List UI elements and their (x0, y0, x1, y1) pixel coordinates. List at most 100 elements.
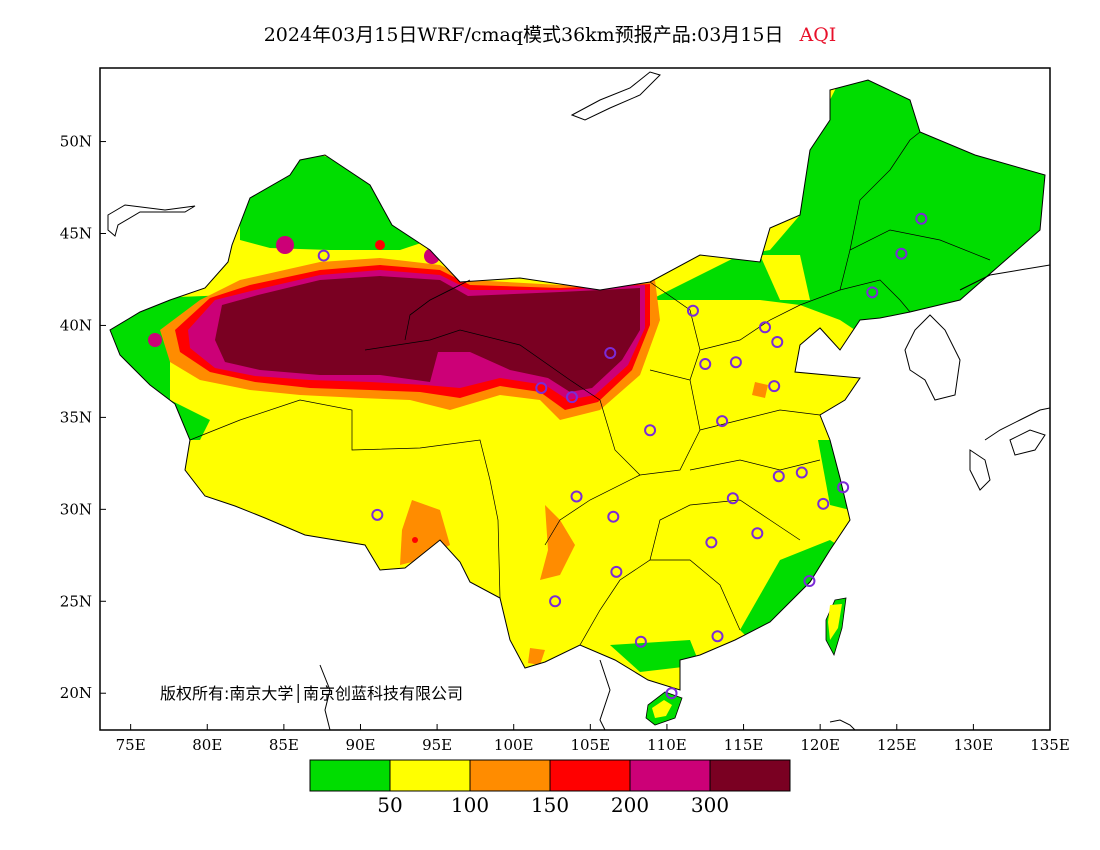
aqi-orange-shandong (752, 382, 768, 398)
aqi-hotspot-3 (375, 240, 385, 250)
station-marker-icon (535, 381, 548, 394)
colorbar-label-5: 300 (691, 793, 729, 817)
station-marker-icon (610, 565, 623, 578)
aqi-hotspot-1 (276, 236, 294, 254)
station-marker-icon (371, 508, 384, 521)
x-tick-label: 125E (877, 736, 917, 754)
x-tick-label: 80E (192, 736, 222, 754)
boundary-gansu-inner-mongolia (409, 284, 461, 316)
title-main-text: 2024年03月15日WRF/cmaq模式36km预报产品:03月15日 (263, 24, 784, 46)
x-tick-label: 105E (571, 736, 611, 754)
lake-balkhash (107, 204, 196, 237)
x-tick-label: 75E (116, 736, 146, 754)
colorbar-label-1: 50 (377, 793, 402, 817)
station-marker-icon (686, 304, 699, 317)
russia-coast (959, 264, 1050, 291)
station-marker-icon (705, 536, 718, 549)
aqi-hotspot-4 (148, 333, 162, 347)
colorbar-box-1 (309, 759, 391, 792)
aqi-orange-sichuan (540, 505, 575, 580)
boundary-xizang-qinghai (189, 399, 501, 599)
taiwan-yellow-area (828, 604, 842, 640)
aqi-green-south-coast (610, 640, 700, 672)
y-tick-label: 45N (60, 225, 92, 243)
hainan-yellow-area (652, 700, 672, 718)
philippines-north-coast (829, 719, 856, 730)
x-tick-label: 100E (494, 736, 534, 754)
x-tick-label: 110E (647, 736, 687, 754)
colorbar-label-4: 200 (611, 793, 649, 817)
colorbar-box-2 (389, 759, 471, 792)
colorbar-label-2: 100 (451, 793, 489, 817)
colorbar-label-3: 150 (531, 793, 569, 817)
station-marker-icon (915, 212, 928, 225)
station-marker-icon (570, 490, 583, 503)
station-marker-icon (759, 321, 771, 334)
station-marker-icon (607, 510, 620, 523)
station-marker-icon (837, 481, 850, 494)
station-marker-icon (817, 497, 830, 510)
copyright-text: 版权所有:南京大学│南京创蓝科技有限公司 (160, 684, 464, 703)
x-tick-label: 135E (1030, 736, 1070, 754)
x-tick-label: 115E (724, 736, 764, 754)
province-boundaries (189, 131, 991, 646)
station-marker-icon (772, 470, 785, 483)
station-marker-icon (716, 415, 729, 428)
station-markers (317, 212, 928, 700)
station-marker-icon (565, 391, 578, 404)
station-marker-icon (549, 595, 562, 608)
station-marker-icon (726, 492, 739, 505)
y-axis: 20N 25N 30N 35N 40N 45N 50N (60, 133, 106, 702)
japan-coast (984, 407, 1050, 441)
y-tick-label: 50N (60, 133, 92, 151)
neighbour-coastlines (107, 71, 1050, 730)
boundary-hunan-jiangxi (649, 499, 801, 561)
station-marker-icon (604, 347, 617, 360)
colorbar: 50 100 150 200 300 (309, 759, 791, 817)
station-marker-icon (803, 575, 816, 588)
boundary-sichuan-chongqing (544, 474, 641, 546)
station-marker-icon (644, 424, 657, 437)
station-marker-icon (317, 249, 330, 262)
x-tick-label: 120E (800, 736, 840, 754)
korean-peninsula (904, 314, 961, 401)
title-variable-text: AQI (799, 24, 837, 46)
x-tick-label: 85E (269, 736, 299, 754)
station-marker-icon (768, 380, 781, 393)
japan-kyushu (969, 449, 991, 491)
y-tick-label: 35N (60, 408, 92, 426)
station-marker-icon (795, 466, 808, 479)
lake-baikal (570, 71, 661, 121)
station-marker-icon (751, 527, 764, 540)
y-tick-label: 20N (60, 684, 92, 702)
boundary-jilin (839, 229, 991, 291)
boundary-inner-mongolia-shanxi (649, 281, 701, 381)
station-marker-icon (866, 286, 879, 299)
x-tick-label: 90E (345, 736, 375, 754)
x-tick-label: 130E (954, 736, 994, 754)
station-marker-icon (729, 356, 742, 369)
station-marker-icon (699, 358, 712, 371)
aqi-hotspot-5 (412, 537, 418, 543)
bangladesh-coast (319, 664, 331, 730)
station-marker-icon (771, 335, 784, 348)
colorbar-box-6 (709, 759, 791, 792)
x-axis: 75E 80E 85E 90E 95E 100E 105E 110E 115E 120E 125E 1… (116, 724, 1070, 754)
x-tick-label: 95E (422, 736, 452, 754)
indochina-coast (599, 659, 611, 730)
aqi-yellow-north-china-plain (760, 255, 810, 300)
station-marker-icon (895, 247, 908, 260)
boundary-qinghai-gansu (364, 329, 601, 401)
boundary-heilongjiang (849, 131, 921, 251)
boundary-hubei-anhui (689, 459, 821, 471)
china-outline (109, 79, 1046, 691)
colorbar-box-3 (469, 759, 551, 792)
station-marker-icon (634, 635, 647, 648)
boundary-hebei (699, 304, 801, 351)
boundary-liaoning (799, 279, 911, 313)
colorbar-box-5 (629, 759, 711, 792)
aqi-orange-yunnan-south (528, 648, 545, 665)
station-marker-icon (711, 630, 724, 643)
aqi-maroon-northwest (215, 276, 640, 392)
